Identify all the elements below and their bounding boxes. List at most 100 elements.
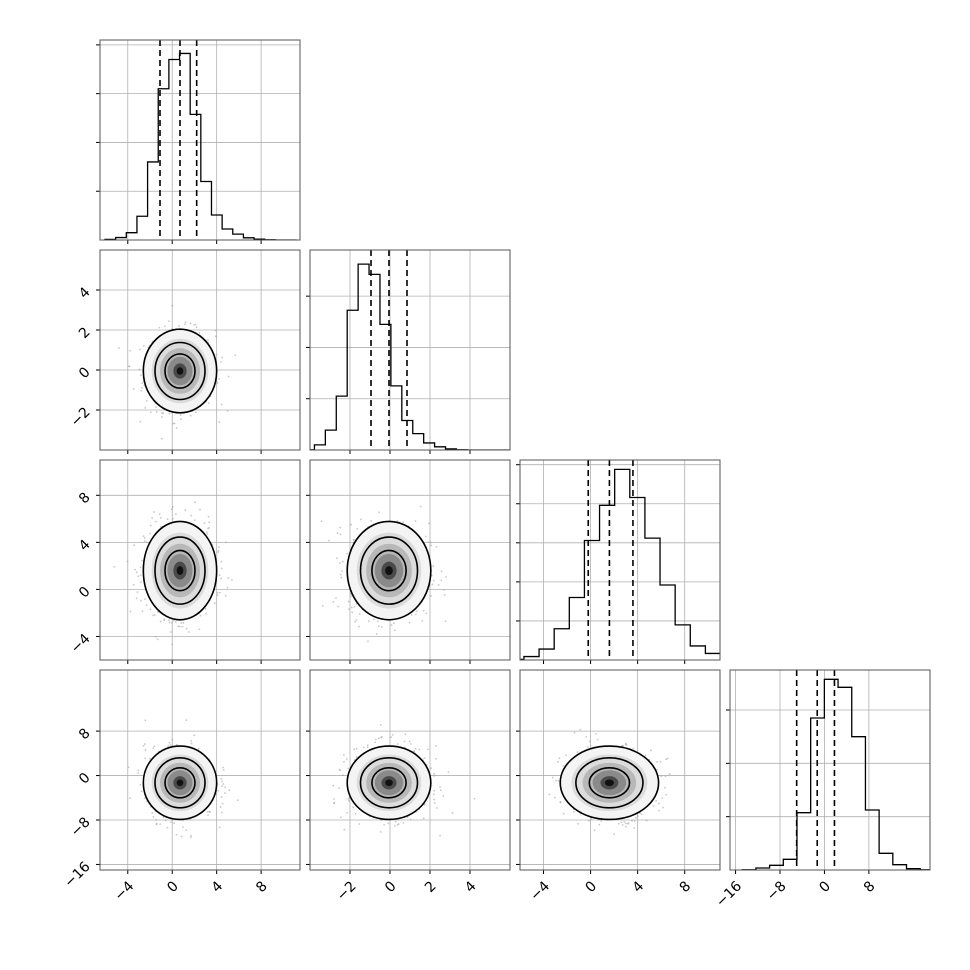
sample-point <box>430 541 432 544</box>
sample-point <box>113 565 116 568</box>
contour-line <box>142 745 218 821</box>
sample-point <box>396 520 399 522</box>
sample-point <box>187 631 190 633</box>
sample-point <box>631 819 633 822</box>
sample-point <box>143 797 146 800</box>
sample-point <box>193 734 196 737</box>
sample-point <box>342 753 345 756</box>
sample-point <box>439 786 441 788</box>
sample-point <box>422 609 425 612</box>
sample-point <box>220 560 223 563</box>
sample-point <box>208 526 210 529</box>
sample-point <box>553 796 556 799</box>
sample-point <box>142 345 145 347</box>
sample-point <box>657 802 660 805</box>
y-tick-label: 8 <box>76 490 94 508</box>
sample-point <box>228 789 231 792</box>
scatter-panel-1-0: −2 0 2 4 <box>68 249 301 454</box>
sample-point <box>132 388 135 390</box>
panel-frame <box>309 669 511 871</box>
sample-point <box>213 602 216 605</box>
sample-point <box>402 821 405 824</box>
sample-point <box>199 508 201 511</box>
sample-point <box>432 579 435 582</box>
sample-point <box>432 793 435 796</box>
sample-point <box>588 819 590 822</box>
sample-point <box>565 754 567 757</box>
sample-point <box>440 570 443 573</box>
sample-point <box>173 422 176 425</box>
sample-point <box>190 514 193 517</box>
sample-point <box>345 758 348 760</box>
sample-point <box>355 756 358 758</box>
sample-point <box>190 834 193 837</box>
sample-point <box>194 323 197 326</box>
sample-point <box>379 830 382 833</box>
sample-point <box>134 568 136 571</box>
sample-point <box>661 797 664 799</box>
x-tick-label: −8 <box>764 878 790 904</box>
sample-point <box>226 409 229 412</box>
sample-point <box>430 767 432 769</box>
hist-panel-2 <box>516 459 721 664</box>
sample-point <box>199 614 202 617</box>
sample-point <box>349 592 352 595</box>
sample-point <box>180 418 183 421</box>
y-tick-label: −2 <box>68 404 94 430</box>
sample-point <box>350 606 353 609</box>
sample-point <box>137 575 140 578</box>
contour-line <box>359 756 419 809</box>
sample-point <box>155 823 158 826</box>
sample-point <box>208 810 211 813</box>
density-level <box>385 566 393 576</box>
sample-point <box>222 766 224 769</box>
panel-frame <box>99 459 301 661</box>
sample-point <box>178 325 180 327</box>
sample-point <box>219 806 222 808</box>
sample-point <box>343 828 346 831</box>
sample-point <box>172 619 175 622</box>
sample-point <box>442 588 445 591</box>
sample-point <box>139 574 142 576</box>
sample-point <box>161 416 163 418</box>
sample-point <box>181 625 184 628</box>
sample-point <box>579 728 582 731</box>
sample-point <box>151 811 154 814</box>
panel-frame <box>309 459 511 661</box>
sample-point <box>337 605 340 608</box>
sample-point <box>224 541 227 544</box>
sample-point <box>409 743 412 745</box>
sample-point <box>145 604 148 607</box>
x-tick-label: 2 <box>422 878 440 896</box>
sample-point <box>220 777 223 780</box>
sample-point <box>171 738 174 741</box>
density-level <box>385 779 393 787</box>
sample-point <box>175 833 178 836</box>
panel-frame <box>519 669 721 871</box>
sample-point <box>548 793 551 796</box>
sample-point <box>444 620 447 623</box>
sample-point <box>662 806 664 809</box>
sample-point <box>169 631 172 633</box>
sample-point <box>645 819 648 822</box>
sample-point <box>207 515 210 518</box>
sample-point <box>392 622 395 625</box>
sample-point <box>435 545 438 548</box>
contour-line <box>164 549 196 592</box>
sample-point <box>194 501 196 504</box>
sample-point <box>218 421 221 423</box>
sample-point <box>595 732 598 735</box>
sample-point <box>617 822 620 825</box>
contour-line <box>164 353 196 389</box>
sample-point <box>347 798 350 800</box>
sample-point <box>180 622 183 624</box>
sample-point <box>419 505 422 508</box>
sample-point <box>635 816 637 819</box>
sample-point <box>600 820 603 822</box>
sample-point <box>118 347 120 349</box>
sample-point <box>145 399 148 402</box>
sample-point <box>414 520 417 523</box>
sample-point <box>183 323 186 326</box>
hist-panel-0 <box>96 39 301 244</box>
